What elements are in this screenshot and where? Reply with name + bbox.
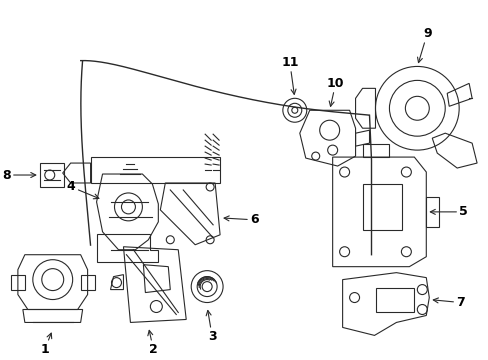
Text: 7: 7 bbox=[432, 296, 464, 309]
Text: 1: 1 bbox=[41, 333, 52, 356]
Text: 2: 2 bbox=[147, 330, 158, 356]
Text: 3: 3 bbox=[206, 310, 216, 343]
Text: 6: 6 bbox=[224, 213, 258, 226]
Text: 9: 9 bbox=[417, 27, 431, 63]
Text: 4: 4 bbox=[67, 180, 99, 199]
Text: 11: 11 bbox=[281, 56, 298, 94]
Text: 8: 8 bbox=[2, 168, 36, 181]
Text: 10: 10 bbox=[326, 77, 344, 106]
Text: 5: 5 bbox=[429, 205, 467, 219]
